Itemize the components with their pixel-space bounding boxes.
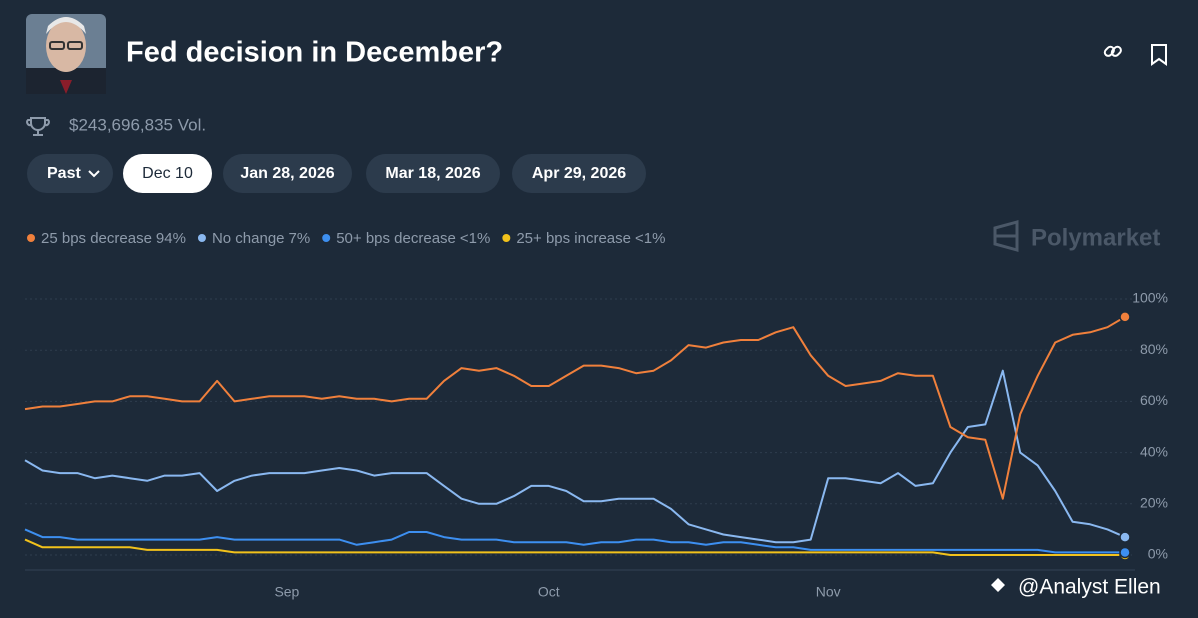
- market-image: [26, 14, 106, 94]
- y-tick-label: 100%: [1132, 290, 1168, 306]
- legend-value: <1%: [635, 230, 665, 247]
- legend-dot: [502, 234, 511, 242]
- tab-bar: Past Dec 10 Jan 28, 2026 Mar 18, 2026 Ap…: [27, 154, 646, 193]
- bookmark-button[interactable]: [1151, 44, 1167, 66]
- y-tick-label: 20%: [1140, 495, 1168, 511]
- x-tick-label: Oct: [538, 584, 560, 600]
- tab-label[interactable]: Jan 28, 2026: [240, 165, 334, 182]
- tab[interactable]: [27, 154, 113, 193]
- legend-name: 25 bps decrease: [41, 230, 152, 247]
- legend-name: No change: [212, 230, 285, 247]
- legend-value: 94%: [156, 230, 186, 247]
- series-line: [24, 369, 1126, 544]
- tab[interactable]: [512, 154, 646, 193]
- legend-dot: [27, 234, 35, 242]
- tab-label[interactable]: Dec 10: [142, 165, 193, 182]
- legend-dot: [197, 234, 206, 242]
- watermark-icon: [991, 578, 1005, 592]
- trophy-icon: [26, 117, 50, 136]
- y-tick-label: 80%: [1140, 341, 1168, 357]
- series-line: [24, 538, 1125, 556]
- tab-label[interactable]: Mar 18, 2026: [385, 165, 480, 182]
- tab-label[interactable]: Apr 29, 2026: [532, 165, 626, 182]
- legend-value: 7%: [289, 230, 311, 247]
- brand-logo: [993, 220, 1019, 252]
- tab[interactable]: [223, 154, 352, 193]
- volume: $243,696,835 Vol.: [69, 115, 206, 134]
- y-tick-label: 40%: [1140, 443, 1168, 459]
- y-tick-label: 0%: [1148, 546, 1168, 562]
- legend-value: <1%: [460, 230, 490, 247]
- tab-selected[interactable]: [123, 154, 212, 193]
- chevron: [88, 170, 100, 178]
- x-tick-label: Nov: [816, 584, 841, 600]
- watermark: @Analyst Ellen: [1018, 576, 1161, 599]
- tab[interactable]: [366, 154, 500, 193]
- end-dot: [1119, 311, 1131, 323]
- brand: Polymarket: [1031, 224, 1160, 251]
- chart: 0% 20% 40% 60% 80% 100% Sep Oct Nov 25 bps decrea…: [24, 230, 1168, 600]
- tab-label[interactable]: Past: [47, 165, 81, 182]
- series-line: [24, 316, 1126, 500]
- legend-name: 50+ bps decrease: [336, 230, 456, 247]
- end-dot: [1119, 531, 1131, 543]
- y-tick-label: 60%: [1140, 392, 1168, 408]
- series-line: [24, 528, 1125, 554]
- legend-name: 25+ bps increase: [516, 230, 631, 247]
- legend-dot: [322, 234, 331, 242]
- link-button[interactable]: [1103, 45, 1122, 57]
- end-dot: [1119, 546, 1131, 559]
- x-tick-label: Sep: [274, 584, 299, 600]
- title: Fed decision in December?: [126, 37, 503, 69]
